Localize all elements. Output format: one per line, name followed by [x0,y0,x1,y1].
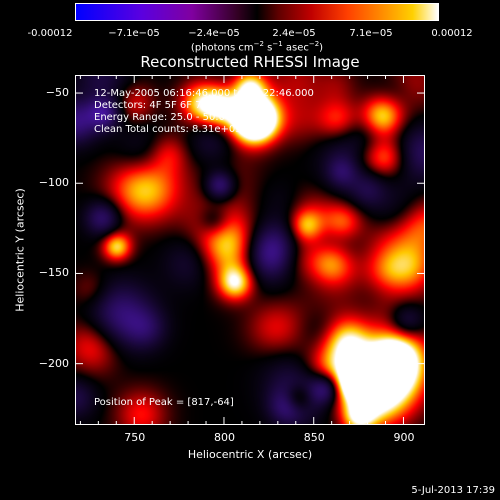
y-axis-label: Heliocentric Y (arcsec) [13,188,27,312]
y-tick-label: −200 [38,356,69,370]
colorbar-tick-label: -0.00012 [27,28,73,39]
plot-area: 12-May-2005 06:16:46.000 to 06:22:46.000… [39,75,425,444]
chart-title: Reconstructed RHESSI Image [140,53,360,71]
colorbar-tick-label: 0.00012 [431,28,473,39]
heatmap-image [75,75,425,425]
annotation-energy-range: Energy Range: 25.0 - 50.0 keV [94,112,247,123]
colorbar-tick-label: −2.4e−05 [188,28,240,39]
y-tick-label: −150 [38,266,69,280]
colorbar-gradient [75,3,439,21]
annotation-clean-counts: Clean Total counts: 8.31e+03 [94,124,242,135]
annotation-time-range: 12-May-2005 06:16:46.000 to 06:22:46.000 [94,88,314,99]
plot-axes [75,75,425,425]
x-tick-label: 800 [213,431,235,444]
y-tick-label: −100 [38,176,69,190]
plot-frame [75,75,425,425]
colorbar-tick-label: 2.4e−05 [272,28,316,39]
x-tick-label: 750 [124,431,146,444]
timestamp: 5-Jul-2013 17:39 [411,485,495,496]
x-tick-label: 900 [393,431,415,444]
annotation-peak-position: Position of Peak = [817,-64] [94,397,234,408]
colorbar-tick-label: −7.1e−05 [108,28,160,39]
x-axis-label: Heliocentric X (arcsec) [187,448,313,461]
y-tick-label: −50 [45,86,69,100]
colorbar-tick-label: 7.1e−05 [349,28,393,39]
colorbar-units-label: (photons cm−2 s−1 asec−2) [190,40,324,54]
x-tick-label: 850 [303,431,325,444]
annotation-detectors: Detectors: 4F 5F 6F 7F 8F 9F [94,100,238,111]
